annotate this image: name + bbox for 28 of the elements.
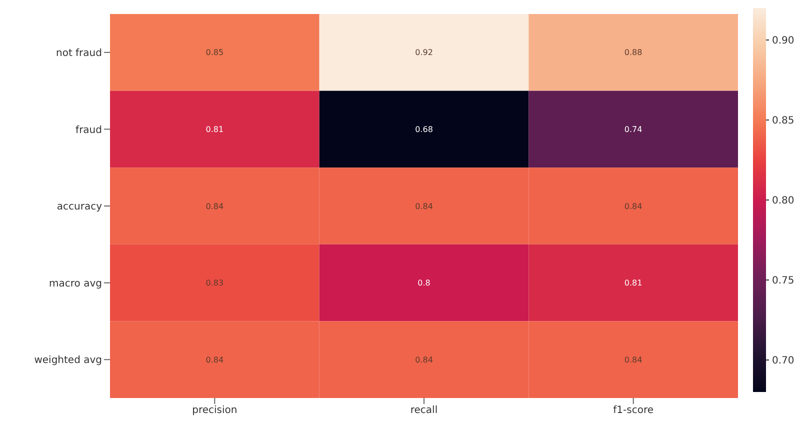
x-tick-label: f1-score	[613, 405, 654, 416]
color-bar-label: 0.75	[772, 276, 794, 286]
data-label: 0.92	[415, 48, 433, 58]
x-tick-label: precision	[192, 405, 238, 416]
data-label: 0.84	[415, 355, 433, 364]
color-bar-label: 0.85	[772, 116, 794, 126]
color-bar-label: 0.70	[772, 356, 794, 366]
data-label: 0.8	[418, 278, 430, 288]
data-label: 0.81	[206, 125, 224, 134]
color-bar-label: 0.90	[772, 36, 794, 46]
data-label: 0.81	[624, 278, 642, 288]
y-tick-label: macro avg	[49, 278, 102, 290]
data-label: 0.68	[415, 125, 433, 134]
data-label: 0.84	[415, 202, 433, 211]
x-tick-label: recall	[410, 405, 438, 416]
data-label: 0.74	[624, 125, 642, 134]
y-tick-label: accuracy	[56, 202, 102, 213]
y-tick-label: not fraud	[56, 48, 102, 59]
data-label: 0.84	[206, 202, 224, 211]
y-tick-label: weighted avg	[34, 355, 102, 366]
color-bar-label: 0.80	[772, 196, 794, 206]
data-label: 0.84	[624, 202, 642, 211]
data-label: 0.84	[624, 355, 642, 364]
data-label: 0.84	[206, 355, 224, 364]
y-tick-label: fraud	[76, 124, 102, 136]
data-label: 0.88	[624, 48, 642, 58]
data-label: 0.83	[206, 278, 224, 288]
data-label: 0.85	[206, 48, 224, 58]
